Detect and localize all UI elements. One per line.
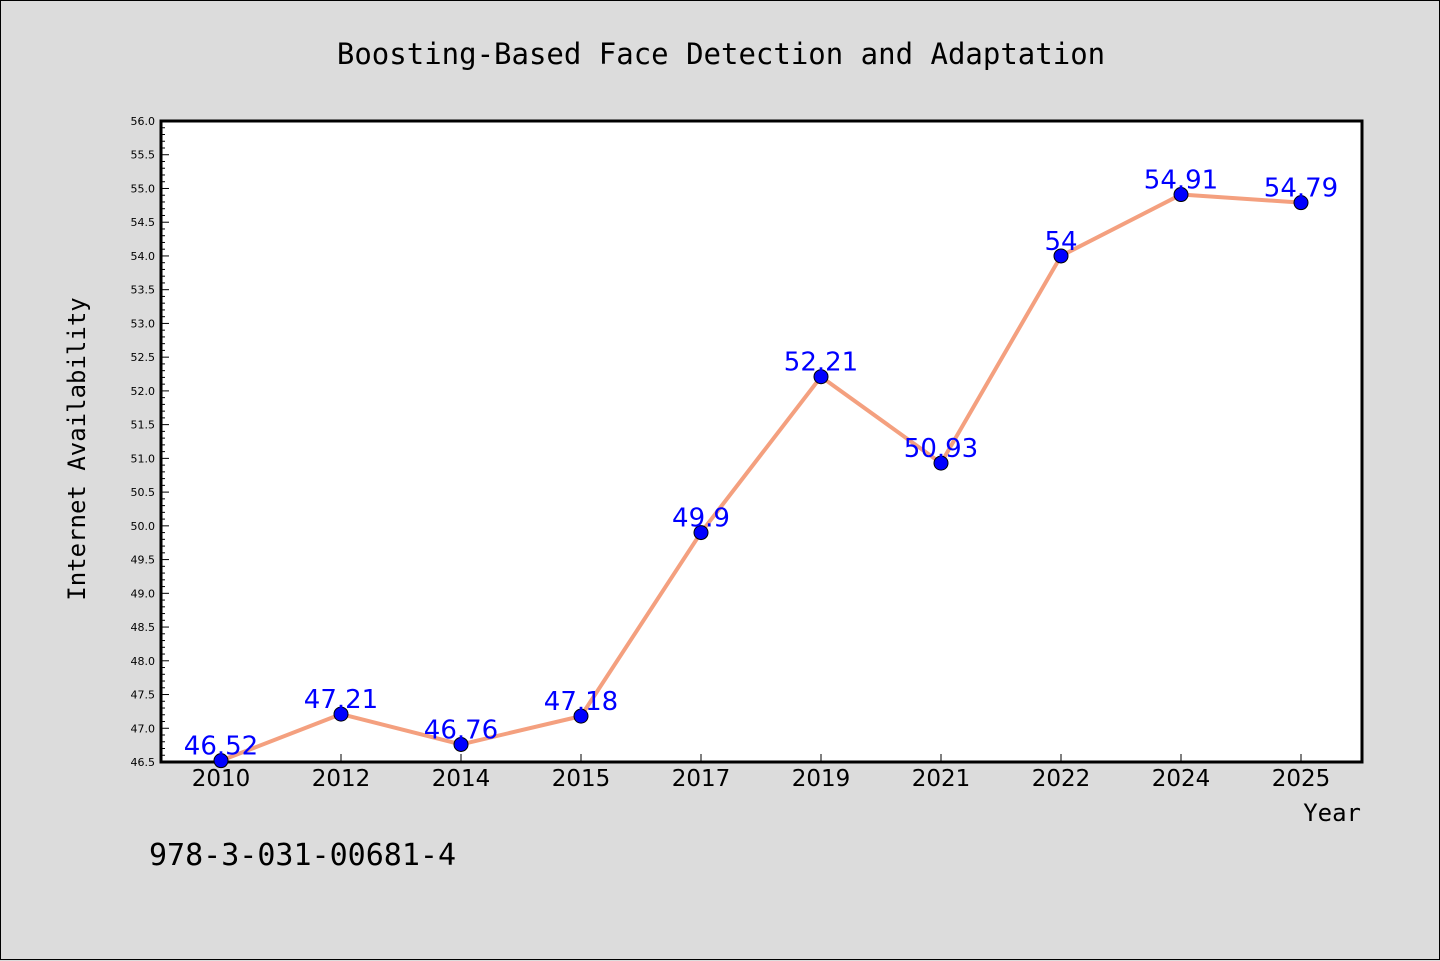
data-label: 54 [1044, 227, 1077, 257]
x-axis: 2010 2012 2014 2015 2017 2019 2021 2022 2024 2025 [192, 754, 1331, 792]
y-tick-label: 50.0 [131, 520, 156, 533]
y-tick-label: 47.5 [131, 689, 156, 702]
x-tick-label: 2025 [1272, 766, 1331, 792]
y-tick-label: 51.5 [131, 419, 156, 432]
y-tick-label: 51.0 [131, 452, 156, 465]
y-axis: 46.5 47.0 47.5 48.0 48.5 49.0 49.5 50.0 50.5 51.0… [131, 115, 169, 769]
data-point [813, 369, 829, 385]
markers-group [213, 187, 1309, 769]
y-tick-label: 48.0 [131, 655, 156, 668]
data-point [573, 708, 589, 724]
x-tick-label: 2015 [552, 766, 611, 792]
data-label: 50.93 [904, 434, 978, 464]
x-tick-label: 2024 [1152, 766, 1211, 792]
y-tick-label: 46.5 [131, 756, 156, 769]
data-label: 54.79 [1264, 174, 1338, 204]
x-axis-label: Year [1303, 799, 1361, 827]
y-tick-label: 52.0 [131, 385, 156, 398]
y-tick-label: 54.0 [131, 250, 156, 263]
data-label: 46.52 [184, 732, 258, 762]
data-point [213, 753, 229, 769]
y-tick-label: 53.5 [131, 284, 156, 297]
x-tick-label: 2017 [672, 766, 731, 792]
y-tick-label: 48.5 [131, 621, 156, 634]
x-tick-label: 2014 [432, 766, 491, 792]
data-point [333, 706, 349, 722]
x-tick-label: 2012 [312, 766, 371, 792]
y-axis-label: Internet Availability [63, 297, 91, 600]
data-point [1053, 248, 1069, 264]
chart-title: Boosting-Based Face Detection and Adapta… [337, 37, 1105, 71]
data-point [1293, 195, 1309, 211]
series-line-group [219, 192, 1303, 763]
y-tick-label: 49.5 [131, 554, 156, 567]
x-tick-label: 2019 [792, 766, 851, 792]
y-tick-label: 56.0 [131, 115, 156, 128]
y-tick-label: 50.5 [131, 486, 156, 499]
x-tick-label: 2010 [192, 766, 251, 792]
data-labels-group: 46.52 47.21 46.76 47.18 49.9 52.21 50.93 54 54.9… [184, 166, 1338, 762]
y-tick-label: 54.5 [131, 216, 156, 229]
x-tick-label: 2022 [1032, 766, 1091, 792]
data-label: 47.18 [544, 687, 618, 717]
data-label: 54.91 [1144, 166, 1218, 196]
plot-area [159, 119, 1364, 764]
y-tick-label: 55.5 [131, 149, 156, 162]
data-label: 49.9 [672, 504, 730, 534]
y-tick-label: 49.0 [131, 587, 156, 600]
y-tick-label: 53.0 [131, 317, 156, 330]
footer-note: 978-3-031-00681-4 [149, 838, 456, 873]
data-point [693, 525, 709, 541]
data-point [1173, 187, 1189, 203]
y-tick-label: 47.0 [131, 722, 156, 735]
data-point [933, 455, 949, 471]
data-point [453, 736, 469, 752]
x-tick-label: 2021 [912, 766, 971, 792]
y-tick-label: 55.0 [131, 182, 156, 195]
data-label: 46.76 [424, 715, 498, 745]
data-label: 47.21 [304, 685, 378, 715]
y-tick-label: 52.5 [131, 351, 156, 364]
series-line [219, 192, 1303, 763]
data-label: 52.21 [784, 348, 858, 378]
